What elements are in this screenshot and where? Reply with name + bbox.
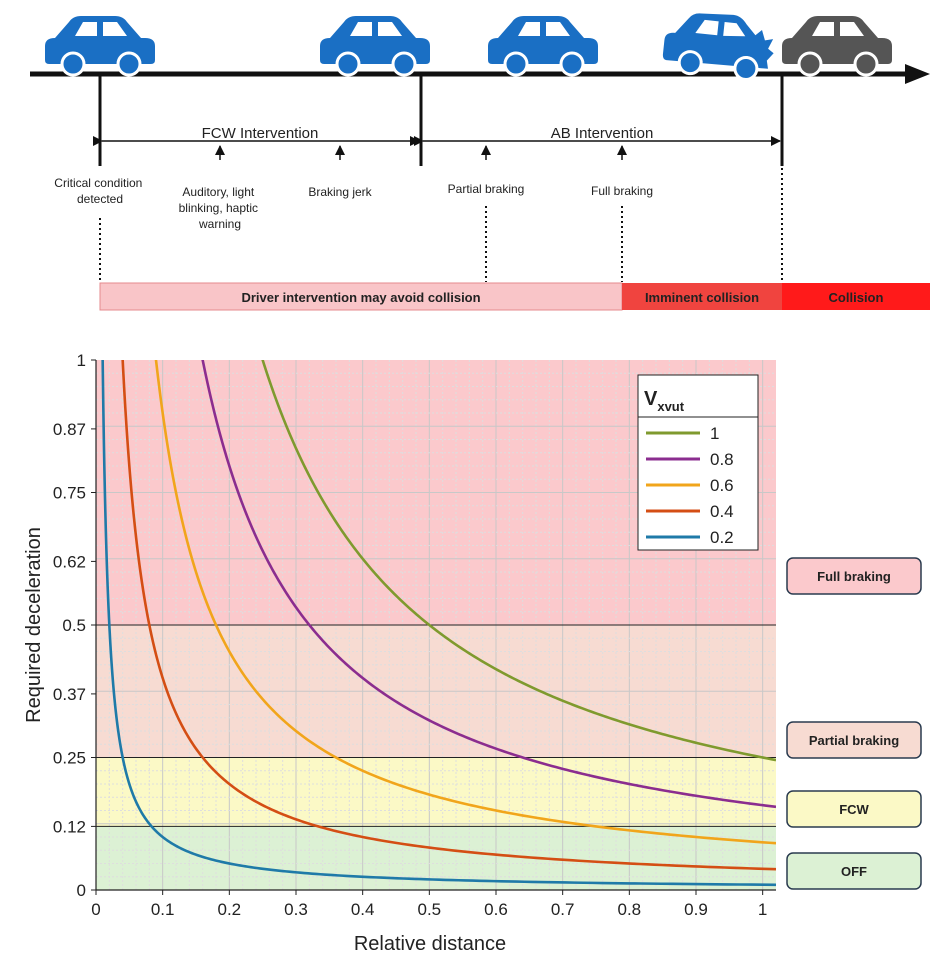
curve-v-0.6 [154, 360, 776, 845]
phase-collision [782, 283, 930, 310]
legend-entry: 1 [710, 424, 719, 443]
phase-collision-label: Collision [829, 290, 884, 305]
zone-label-box-0 [786, 557, 922, 595]
phase-imminent-label: Imminent collision [645, 290, 759, 305]
car-crashed [662, 13, 774, 81]
car-1 [45, 16, 155, 77]
timeline: FCW Intervention AB Intervention Critica… [30, 13, 930, 311]
legend-entry: 0.8 [710, 450, 734, 469]
y-tick-label: 0 [77, 881, 86, 900]
x-tick-label: 0.6 [484, 900, 508, 919]
legend-box [637, 374, 759, 551]
zone-boundaries [96, 624, 776, 827]
y-axis-label: Required deceleration [23, 527, 45, 723]
x-axis-label: Relative distance [354, 933, 506, 955]
y-tick-label: 0.75 [53, 484, 86, 503]
legend-title: Vxvut [644, 388, 685, 414]
legend-entry: 0.2 [710, 528, 734, 547]
car-3 [488, 16, 598, 77]
zone-label-0: Full braking [817, 569, 891, 584]
legend-entry: 0.4 [710, 502, 734, 521]
curve-v-0.4 [121, 360, 776, 871]
timeline-arrowhead [905, 64, 930, 84]
y-tick-label: 0.87 [53, 420, 86, 439]
curve-v-0.2 [101, 360, 776, 887]
y-tick-label: 1 [77, 351, 86, 370]
zone-label-3: OFF [841, 864, 867, 879]
x-tick-label: 0.1 [151, 900, 175, 919]
curve-v-1 [261, 360, 776, 762]
auditory-label: Auditory, light blinking, haptic warning [179, 185, 262, 231]
tick-labels: 0 0.1 0.2 0.3 0.4 0.5 0.6 0.7 0.8 0.9 1 0 0.12 0.25 0.… [53, 351, 767, 919]
x-tick-label: 0.8 [618, 900, 642, 919]
car-2 [320, 16, 430, 77]
curves [101, 360, 776, 887]
jerk-label: Braking jerk [308, 185, 372, 199]
phase-driver-label: Driver intervention may avoid collision [241, 290, 480, 305]
y-tick-label: 0.5 [62, 616, 86, 635]
legend: Vxvut 1 0.8 0.6 0.4 0.2 [637, 374, 759, 551]
y-tick-label: 0.37 [53, 685, 86, 704]
phase-driver [99, 282, 623, 311]
full-label: Full braking [591, 184, 653, 198]
y-tick-label: 0.12 [53, 817, 86, 836]
x-tick-label: 0.2 [218, 900, 242, 919]
zone-label-box-3 [786, 852, 922, 890]
zone-label-box-2 [786, 790, 922, 828]
deceleration-chart: 0 0.1 0.2 0.3 0.4 0.5 0.6 0.7 0.8 0.9 1 0 0.12 0.25 0.… [23, 351, 922, 955]
zone-band-2 [96, 757, 776, 827]
car-target [782, 16, 892, 77]
x-tick-label: 0.4 [351, 900, 375, 919]
zone-label-box-1 [786, 721, 922, 759]
x-tick-label: 0 [91, 900, 100, 919]
ab-intervention-label: AB Intervention [551, 125, 654, 142]
zone-label-2: FCW [839, 802, 869, 817]
critical-label: Critical condition detected [54, 176, 145, 206]
partial-label: Partial braking [448, 182, 525, 196]
x-tick-label: 0.5 [418, 900, 442, 919]
y-tick-label: 0.25 [53, 749, 86, 768]
y-tick-label: 0.62 [53, 552, 86, 571]
phase-imminent [622, 283, 782, 310]
x-tick-label: 0.7 [551, 900, 575, 919]
x-tick-label: 0.9 [684, 900, 708, 919]
curve-v-0.8 [201, 360, 776, 809]
x-tick-label: 0.3 [284, 900, 308, 919]
fcw-intervention-label: FCW Intervention [202, 125, 319, 142]
zone-label-1: Partial braking [809, 733, 899, 748]
x-tick-label: 1 [758, 900, 767, 919]
zone-labels: Full braking Partial braking FCW OFF [786, 557, 922, 890]
legend-entry: 0.6 [710, 476, 734, 495]
